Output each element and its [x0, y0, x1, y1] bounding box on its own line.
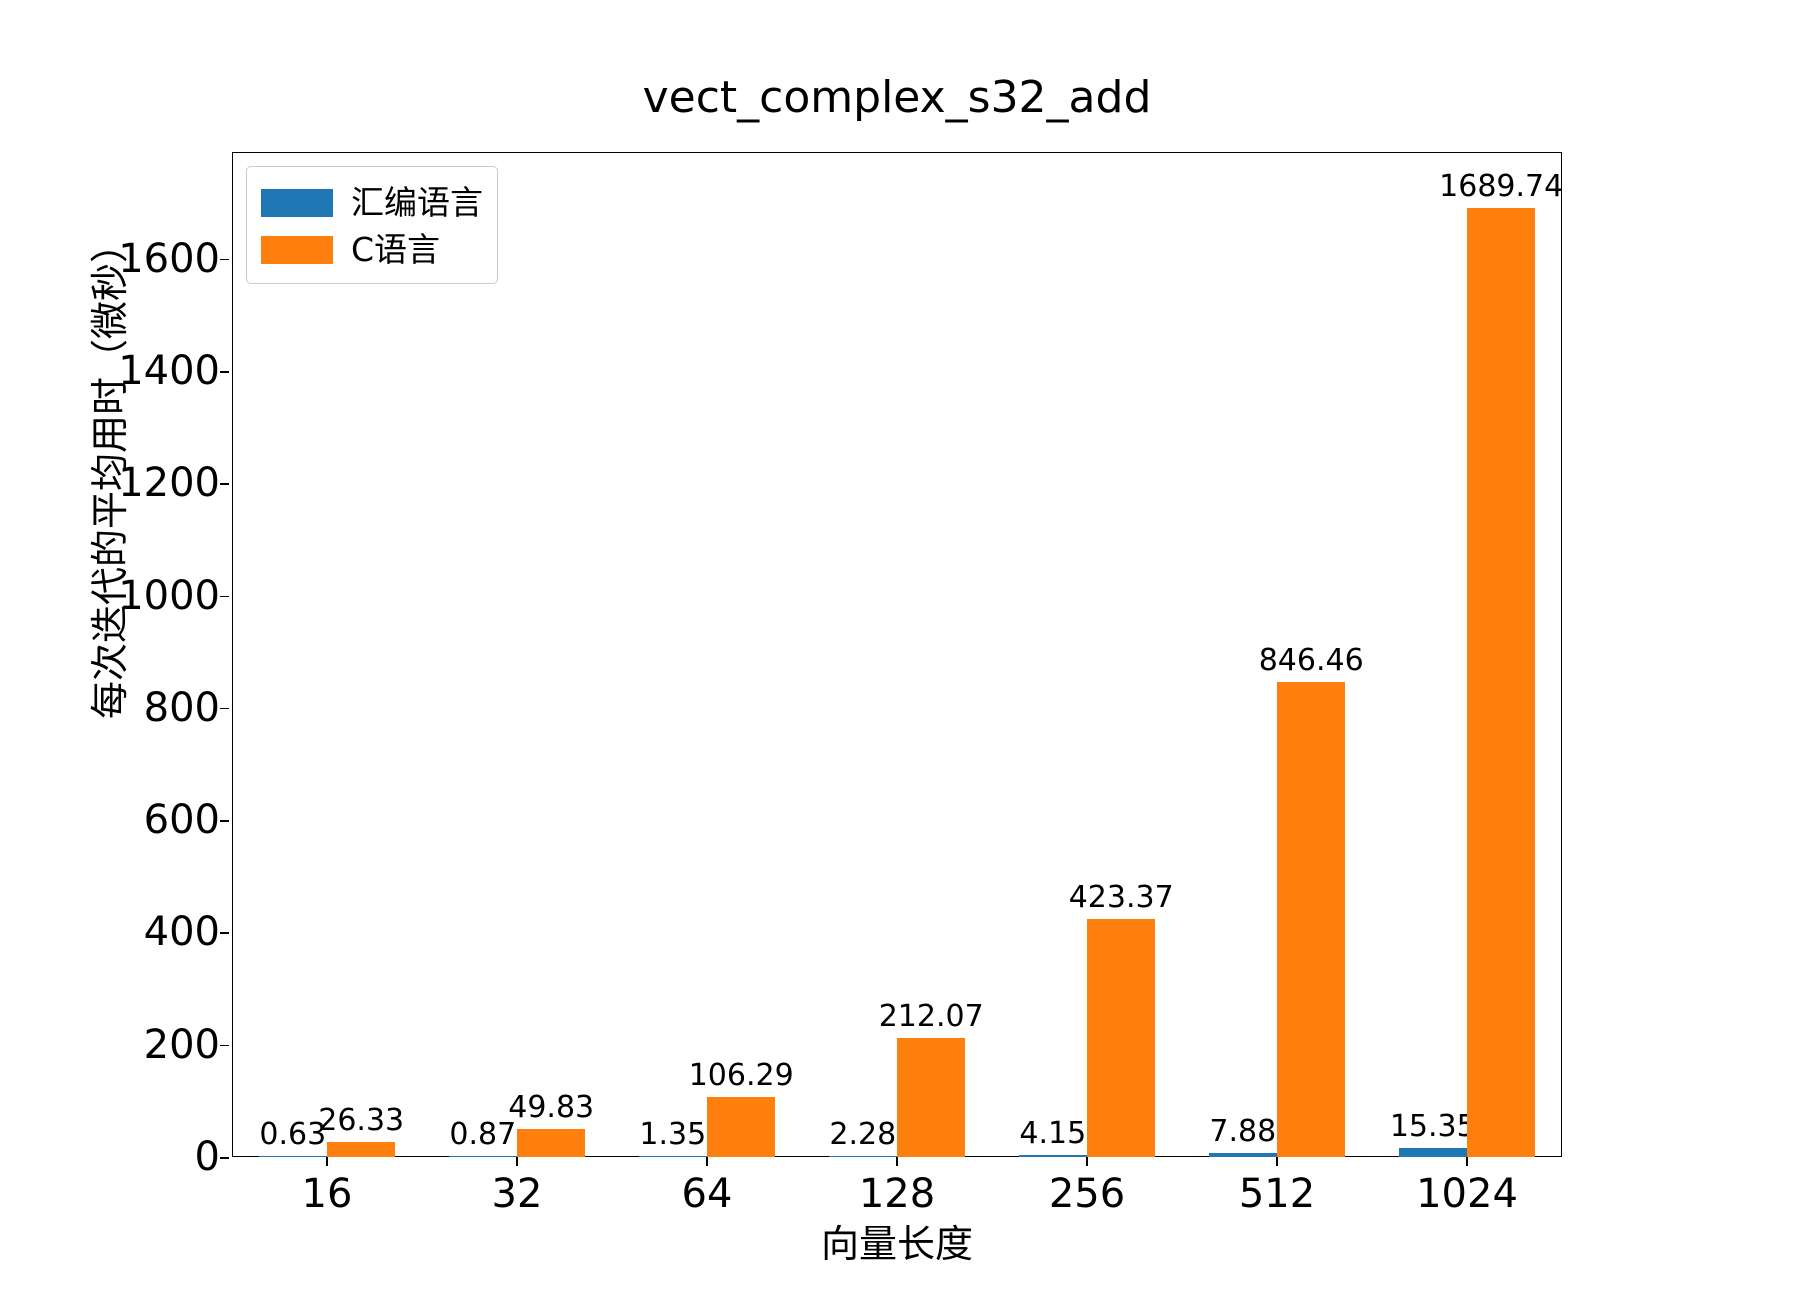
- y-tick-label: 800: [143, 684, 220, 731]
- bar-value-label: 1.35: [639, 1116, 707, 1152]
- bar-asm-512: [1208, 1152, 1277, 1157]
- y-tick-mark: [220, 932, 229, 934]
- legend-swatch-asm: [261, 188, 333, 217]
- legend-label-asm: 汇编语言: [351, 182, 483, 222]
- y-axis-ticks: 0 200 400 600 800 1000 1200 1400 1600: [62, 152, 229, 1177]
- x-tick-mark: [1086, 1157, 1088, 1166]
- x-tick-mark: [896, 1157, 898, 1166]
- x-tick-label: 256: [1048, 1171, 1126, 1217]
- x-tick-label: 16: [301, 1171, 353, 1217]
- x-tick-mark: [1276, 1157, 1278, 1166]
- bar-asm-1024: [1398, 1148, 1467, 1157]
- y-tick-label: 600: [143, 797, 220, 844]
- y-tick-mark: [220, 1044, 229, 1047]
- y-tick-mark: [220, 820, 229, 822]
- bar-value-label: 4.15: [1019, 1115, 1087, 1151]
- y-tick-mark: [220, 258, 229, 261]
- bar-c-64: [707, 1097, 776, 1157]
- chart-legend: 汇编语言 C语言: [246, 166, 498, 284]
- bar-value-label: 0.87: [449, 1116, 517, 1152]
- x-tick-label: 128: [858, 1171, 936, 1217]
- y-tick-label: 1600: [118, 235, 220, 282]
- bar-c-16: [327, 1142, 396, 1157]
- bar-asm-16: [258, 1155, 327, 1157]
- bar-value-label: 423.37: [1068, 880, 1174, 916]
- x-tick-mark: [1466, 1157, 1468, 1166]
- bar-value-label: 1689.74: [1439, 169, 1564, 205]
- y-tick-mark: [220, 1157, 229, 1159]
- y-tick-mark: [220, 370, 229, 373]
- legend-item-asm[interactable]: 汇编语言: [261, 179, 483, 226]
- x-tick-label: 512: [1238, 1171, 1316, 1217]
- x-tick-label: 64: [681, 1171, 733, 1217]
- x-tick-mark: [326, 1157, 328, 1166]
- legend-swatch-c: [261, 235, 333, 264]
- y-tick-mark: [220, 707, 229, 710]
- x-tick-mark: [516, 1157, 518, 1166]
- bar-value-label: 2.28: [829, 1116, 897, 1152]
- bar-value-label: 49.83: [508, 1090, 595, 1126]
- y-tick-label: 400: [143, 909, 220, 956]
- x-tick-mark: [706, 1157, 708, 1166]
- y-tick-label: 1000: [118, 572, 220, 619]
- x-axis-label: 向量长度: [820, 1222, 973, 1266]
- bar-c-128: [897, 1037, 966, 1157]
- bar-asm-32: [448, 1155, 517, 1157]
- bar-c-32: [517, 1129, 586, 1157]
- legend-label-c: C语言: [351, 229, 441, 269]
- bar-value-label: 15.35: [1389, 1109, 1476, 1145]
- y-tick-mark: [220, 595, 229, 598]
- bar-c-512: [1277, 681, 1346, 1157]
- bar-asm-64: [638, 1155, 707, 1157]
- plot-area: 0.63 0.87 1.35 2.28 4.15 7.88 15.35 26.33 49.83 1…: [232, 152, 1563, 1157]
- bar-asm-128: [828, 1155, 897, 1157]
- bar-value-label: 7.88: [1209, 1113, 1277, 1149]
- x-tick-label: 1024: [1416, 1171, 1518, 1217]
- bar-c-1024: [1467, 208, 1536, 1157]
- bar-value-label: 26.33: [318, 1103, 405, 1139]
- bar-asm-256: [1018, 1154, 1087, 1157]
- bar-value-label: 106.29: [688, 1058, 794, 1094]
- x-axis-ticks: 16 32 64 128 256 512 1024: [232, 1157, 1562, 1267]
- bar-value-label: 0.63: [259, 1116, 327, 1152]
- chart-title: vect_complex_s32_add: [642, 72, 1152, 123]
- y-tick-label: 1400: [118, 347, 220, 394]
- legend-item-c[interactable]: C语言: [261, 226, 483, 273]
- y-axis-label: 每次迭代的平均用时（微秒）: [88, 225, 132, 720]
- y-tick-label: 0: [194, 1134, 220, 1180]
- y-tick-label: 200: [143, 1021, 220, 1068]
- bar-c-256: [1087, 919, 1156, 1157]
- bar-value-label: 846.46: [1258, 642, 1364, 678]
- y-tick-mark: [220, 483, 229, 485]
- y-tick-label: 1200: [118, 460, 220, 507]
- x-tick-label: 32: [491, 1171, 543, 1217]
- bar-value-label: 212.07: [878, 998, 984, 1034]
